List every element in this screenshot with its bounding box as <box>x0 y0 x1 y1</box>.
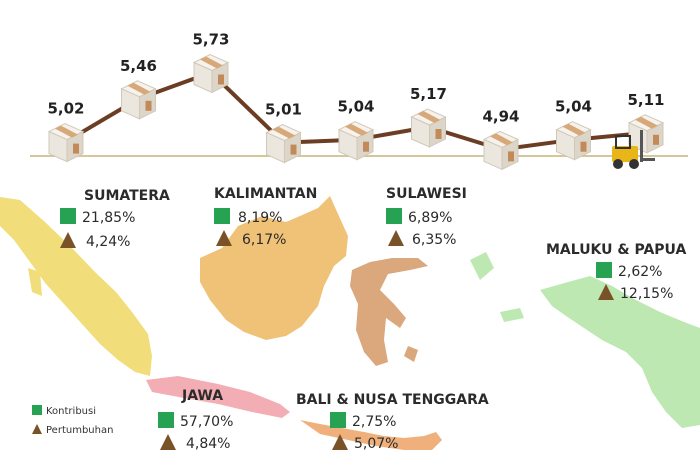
markers <box>47 53 665 171</box>
data-label: 4,94 <box>482 107 519 125</box>
legend-pertumbuhan-icon <box>32 424 42 434</box>
region-sulawesi: SULAWESI 6,89% 6,35% <box>386 186 467 248</box>
kontribusi-square-icon <box>158 412 174 428</box>
region-maluku-papua: MALUKU & PAPUA 2,62% 12,15% <box>546 242 686 302</box>
map-maluku <box>470 252 494 280</box>
kontribusi-square-icon <box>386 208 402 224</box>
pertumbuhan-triangle-icon <box>160 434 176 450</box>
data-label: 5,04 <box>555 98 592 116</box>
pertumbuhan-triangle-icon <box>60 232 76 248</box>
pertumbuhan-value: 6,35% <box>412 232 456 248</box>
chart-area: 5,02 5,46 5,73 5,01 5,04 5,17 4,94 5,04 5,11 <box>30 31 688 171</box>
data-label: 5,46 <box>120 57 157 75</box>
map-sumatera <box>0 197 152 376</box>
map-jawa <box>146 376 290 418</box>
box-icon <box>482 130 520 171</box>
pertumbuhan-value: 4,24% <box>86 234 130 250</box>
region-jawa: JAWA 57,70% 4,84% <box>158 388 233 452</box>
map-sulawesi-island <box>404 346 418 362</box>
region-labels: SUMATERA 21,85% 4,24% KALIMANTAN 8,19% 6… <box>60 186 686 452</box>
kontribusi-square-icon <box>214 208 230 224</box>
pertumbuhan-value: 4,84% <box>186 436 230 452</box>
region-name: SULAWESI <box>386 186 467 202</box>
data-label: 5,11 <box>627 91 664 109</box>
pertumbuhan-triangle-icon <box>388 230 404 246</box>
kontribusi-value: 2,62% <box>618 264 662 280</box>
box-icon <box>555 121 592 161</box>
box-icon <box>47 123 85 163</box>
region-sumatera: SUMATERA 21,85% 4,24% <box>60 188 170 250</box>
box-icon <box>192 53 230 94</box>
kontribusi-value: 21,85% <box>82 210 135 226</box>
kontribusi-value: 57,70% <box>180 414 233 430</box>
box-icon <box>627 114 665 154</box>
box-icon <box>410 108 447 148</box>
pertumbuhan-triangle-icon <box>332 434 348 450</box>
box-icon <box>120 80 157 120</box>
pertumbuhan-value: 12,15% <box>620 286 673 302</box>
data-label: 5,01 <box>265 101 302 119</box>
data-label: 5,17 <box>410 85 447 103</box>
pertumbuhan-triangle-icon <box>598 284 614 300</box>
legend: Kontribusi Pertumbuhan <box>32 405 113 436</box>
map-kalimantan <box>200 196 348 340</box>
box-icon <box>337 121 375 161</box>
region-name: JAWA <box>181 388 223 404</box>
data-labels: 5,02 5,46 5,73 5,01 5,04 5,17 4,94 5,04 5,11 <box>47 31 664 126</box>
kontribusi-square-icon <box>596 262 612 278</box>
region-name: KALIMANTAN <box>214 186 317 202</box>
forklift-icon <box>612 130 655 169</box>
data-label: 5,73 <box>192 31 229 49</box>
region-name: MALUKU & PAPUA <box>546 242 686 258</box>
kontribusi-square-icon <box>60 208 76 224</box>
map-sulawesi <box>350 258 428 366</box>
box-icon <box>265 124 302 164</box>
pertumbuhan-triangle-icon <box>216 230 232 246</box>
kontribusi-value: 6,89% <box>408 210 452 226</box>
map-maluku-2 <box>500 308 524 322</box>
legend-kontribusi-icon <box>32 405 42 415</box>
region-kalimantan: KALIMANTAN 8,19% 6,17% <box>214 186 317 248</box>
map-papua <box>540 276 700 428</box>
region-name: SUMATERA <box>84 188 170 204</box>
region-name: BALI & NUSA TENGGARA <box>296 392 489 408</box>
kontribusi-square-icon <box>330 412 346 428</box>
pertumbuhan-value: 6,17% <box>242 232 286 248</box>
map-sumatera-island <box>28 268 42 296</box>
legend-kontribusi-label: Kontribusi <box>46 406 96 417</box>
region-bali-nusa-tenggara: BALI & NUSA TENGGARA 2,75% 5,07% <box>296 392 489 452</box>
kontribusi-value: 2,75% <box>352 414 396 430</box>
legend-pertumbuhan-label: Pertumbuhan <box>46 425 113 436</box>
data-label: 5,04 <box>337 98 374 116</box>
pertumbuhan-value: 5,07% <box>354 436 398 452</box>
data-label: 5,02 <box>47 100 84 118</box>
kontribusi-value: 8,19% <box>238 210 282 226</box>
